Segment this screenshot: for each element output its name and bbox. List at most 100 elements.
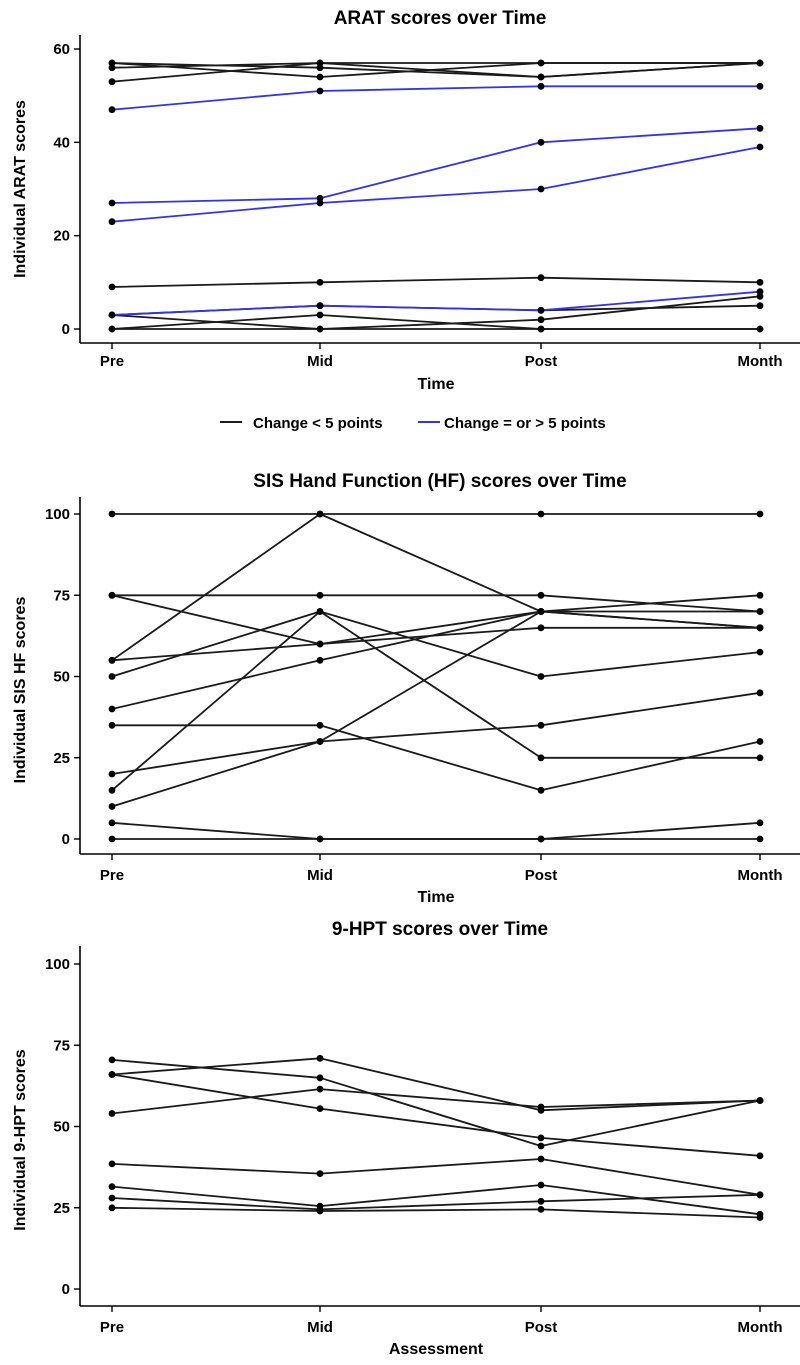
nine-hpt-data-point <box>756 1191 764 1199</box>
sis-hf-series-line <box>111 610 761 678</box>
sis-hf-data-point <box>108 803 116 810</box>
arat-data-point <box>756 124 764 132</box>
sis-hf-data-point <box>537 591 545 599</box>
arat-x-tick-label: Pre <box>100 353 124 370</box>
arat-x-tick-label: Post <box>525 353 558 370</box>
sis-hf-y-axis-title: Individual SIS HF scores <box>12 597 29 784</box>
arat-ticks: 0 20 40 60 Pre Mid Post Month <box>53 41 782 370</box>
nine-hpt-series-line <box>111 1073 761 1157</box>
sis-hf-data-point <box>108 721 116 729</box>
arat-data-point <box>537 274 545 282</box>
arat-y-tick-label: 20 <box>53 228 70 245</box>
arat-data-point <box>316 278 324 286</box>
arat-data-point <box>316 73 324 81</box>
nine-hpt-series-line <box>111 1088 761 1115</box>
nine-hpt-x-tick-label: Month <box>738 1319 783 1336</box>
sis-hf-data-point <box>537 754 545 762</box>
legend-label-above: Change = or > 5 points <box>444 415 606 432</box>
sis-hf-data-point <box>756 754 764 762</box>
sis-hf-data-point <box>537 835 545 843</box>
sis-hf-data-point <box>537 624 545 632</box>
sis-hf-x-tick-label: Pre <box>100 867 124 884</box>
nine-hpt-data-point <box>537 1197 545 1205</box>
sis-hf-data-point <box>537 510 545 518</box>
arat-data-point <box>108 59 116 67</box>
nine-hpt-x-tick-label: Pre <box>100 1319 124 1336</box>
sis-hf-data-point <box>316 835 324 843</box>
sis-hf-marks <box>108 510 764 843</box>
sis-hf-data-point <box>756 689 764 697</box>
arat-series-line <box>111 146 761 223</box>
sis-hf-data-point <box>108 591 116 599</box>
sis-hf-data-point <box>756 648 764 656</box>
sis-hf-data-point <box>756 624 764 632</box>
nine-hpt-x-tick-label: Post <box>525 1319 558 1336</box>
arat-data-point <box>537 73 545 81</box>
arat-x-axis-title: Time <box>417 376 454 393</box>
nine-hpt-data-point <box>316 1074 324 1082</box>
nine-hpt-data-point <box>756 1152 764 1160</box>
sis-hf-series-line <box>111 594 761 710</box>
arat-data-point <box>316 311 324 319</box>
nine-hpt-data-point <box>108 1071 116 1078</box>
arat-data-point <box>756 288 764 296</box>
arat-panel: ARAT scores over Time 0 20 40 60 Pre Mid Post M… <box>12 8 800 432</box>
nine-hpt-data-point <box>108 1110 116 1117</box>
arat-data-point <box>108 218 116 226</box>
nine-hpt-data-point <box>316 1085 324 1093</box>
sis-hf-data-point <box>108 770 116 778</box>
nine-hpt-series-line <box>111 1184 761 1216</box>
nine-hpt-series-line <box>111 1206 761 1219</box>
nine-hpt-y-tick-label: 75 <box>53 1037 70 1054</box>
nine-hpt-data-point <box>108 1160 116 1168</box>
sis-hf-data-point <box>756 591 764 599</box>
sis-hf-data-point <box>756 608 764 615</box>
sis-hf-data-point <box>756 819 764 827</box>
nine-hpt-data-point <box>316 1207 324 1215</box>
nine-hpt-data-point <box>108 1056 116 1064</box>
arat-data-point <box>108 325 116 333</box>
legend-label-below: Change < 5 points <box>253 415 383 432</box>
sis-hf-data-point <box>108 510 116 518</box>
arat-y-tick-label: 0 <box>62 321 70 338</box>
sis-hf-data-point <box>537 721 545 729</box>
sis-hf-panel: SIS Hand Function (HF) scores over Time … <box>12 471 800 906</box>
arat-y-axis-title: Individual ARAT scores <box>12 100 29 278</box>
nine-hpt-data-point <box>316 1105 324 1112</box>
sis-hf-ticks: 0 25 50 75 100 Pre Mid Post Month <box>45 506 783 884</box>
sis-hf-data-point <box>756 510 764 518</box>
nine-hpt-data-point <box>537 1103 545 1111</box>
arat-x-tick-label: Mid <box>307 353 333 370</box>
arat-data-point <box>108 78 116 86</box>
nine-hpt-panel: 9-HPT scores over Time 0 25 50 75 100 Pre Mid P… <box>12 919 800 1358</box>
legend: Change < 5 points Change = or > 5 points <box>220 415 606 432</box>
sis-hf-x-axis-title: Time <box>417 889 454 906</box>
sis-hf-y-tick-label: 0 <box>62 831 70 848</box>
nine-hpt-data-point <box>537 1206 545 1213</box>
nine-hpt-data-point <box>108 1183 116 1190</box>
arat-data-point <box>316 302 324 310</box>
nine-hpt-y-tick-label: 100 <box>45 956 70 973</box>
sis-hf-data-point <box>316 656 324 664</box>
sis-hf-y-tick-label: 50 <box>53 669 70 686</box>
nine-hpt-title: 9-HPT scores over Time <box>332 919 548 940</box>
arat-data-point <box>108 283 116 291</box>
nine-hpt-data-point <box>316 1170 324 1177</box>
nine-hpt-data-point <box>537 1134 545 1142</box>
sis-hf-x-tick-label: Post <box>525 867 558 884</box>
arat-y-tick-label: 40 <box>53 134 70 151</box>
nine-hpt-ticks: 0 25 50 75 100 Pre Mid Post Month <box>45 956 783 1336</box>
sis-hf-series-line <box>111 610 761 808</box>
arat-data-point <box>316 199 324 207</box>
arat-data-point <box>316 325 324 333</box>
sis-hf-x-tick-label: Month <box>738 867 783 884</box>
sis-hf-series-line <box>112 594 761 613</box>
arat-series-line <box>111 314 760 330</box>
arat-series-line <box>111 85 760 111</box>
arat-data-point <box>108 199 116 207</box>
arat-data-point <box>756 59 764 67</box>
arat-data-point <box>537 82 545 90</box>
sis-hf-data-point <box>108 656 116 664</box>
sis-hf-series-line <box>111 513 760 662</box>
